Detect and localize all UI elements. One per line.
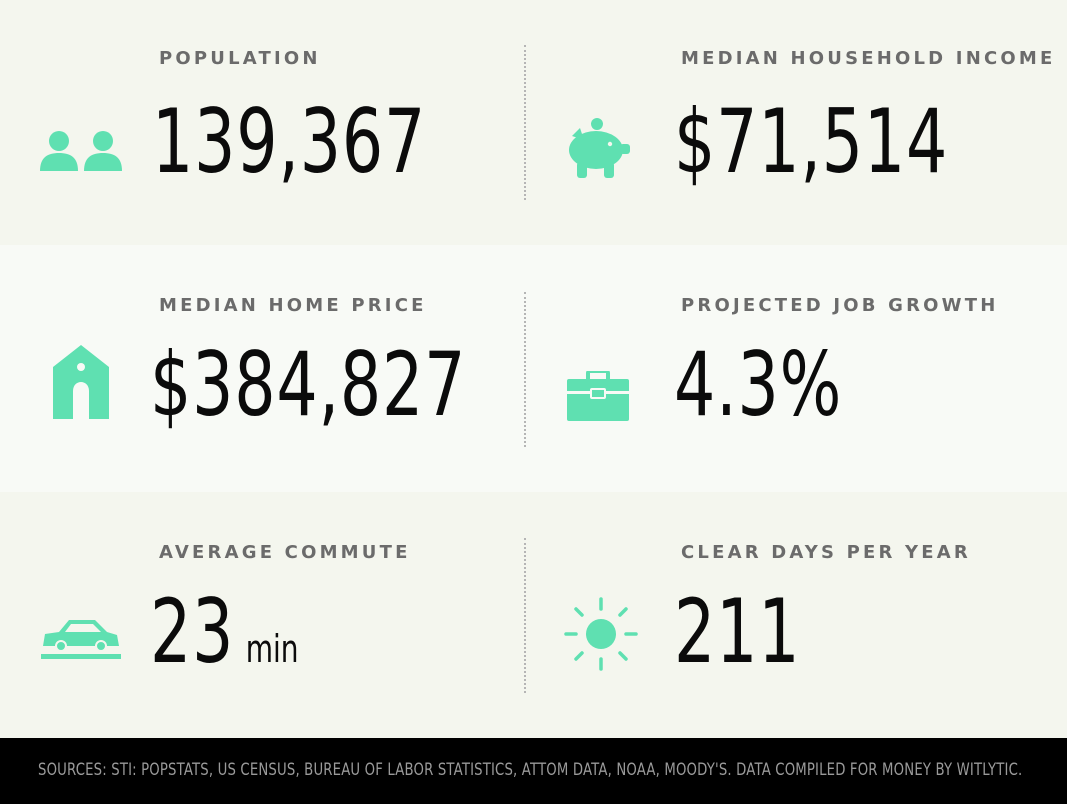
stat-unit: min — [245, 627, 299, 671]
car-icon — [41, 614, 121, 664]
stat-value: $384,827 — [150, 333, 467, 436]
stat-number: 23 — [150, 580, 235, 683]
row-band-2 — [0, 245, 1067, 492]
sources-footer: SOURCES: STI: POPSTATS, US CENSUS, BUREA… — [0, 738, 1067, 804]
stat-value: 4.3% — [674, 333, 843, 436]
stat-value: 23 min — [150, 588, 299, 676]
stat-label: PROJECTED JOB GROWTH — [681, 295, 999, 316]
column-divider — [524, 292, 526, 447]
stat-value: $71,514 — [674, 90, 949, 193]
briefcase-icon — [567, 369, 629, 425]
stat-value: 211 — [674, 580, 801, 683]
piggy-bank-icon — [564, 118, 632, 184]
people-icon — [40, 129, 124, 177]
stat-label: MEDIAN HOME PRICE — [159, 295, 427, 316]
house-icon — [53, 345, 109, 423]
stat-label: CLEAR DAYS PER YEAR — [681, 542, 971, 563]
stat-label: AVERAGE COMMUTE — [159, 542, 411, 563]
stat-label: POPULATION — [159, 48, 321, 69]
stat-value: 139,367 — [152, 90, 427, 193]
column-divider — [524, 538, 526, 693]
sun-icon — [564, 597, 638, 675]
stat-label: MEDIAN HOUSEHOLD INCOME — [681, 48, 1056, 69]
row-band-1 — [0, 0, 1067, 245]
sources-text: SOURCES: STI: POPSTATS, US CENSUS, BUREA… — [38, 760, 1023, 780]
column-divider — [524, 45, 526, 200]
row-band-3 — [0, 492, 1067, 738]
